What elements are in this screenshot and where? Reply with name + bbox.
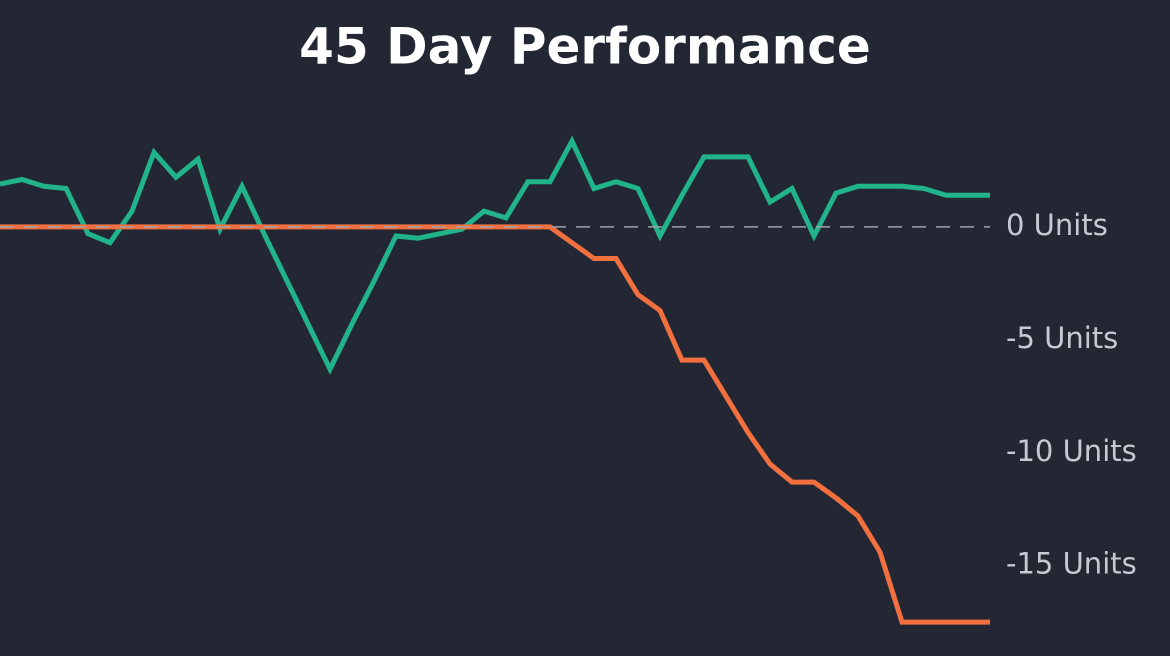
- y-tick-label: -15 Units: [1006, 547, 1137, 581]
- y-tick-label: 0 Units: [1006, 208, 1108, 242]
- chart-title: 45 Day Performance: [299, 18, 871, 76]
- data-line: [0, 135, 990, 375]
- data-line: [0, 224, 990, 625]
- y-tick-label: -5 Units: [1006, 321, 1118, 355]
- y-tick-label: -10 Units: [1006, 434, 1137, 468]
